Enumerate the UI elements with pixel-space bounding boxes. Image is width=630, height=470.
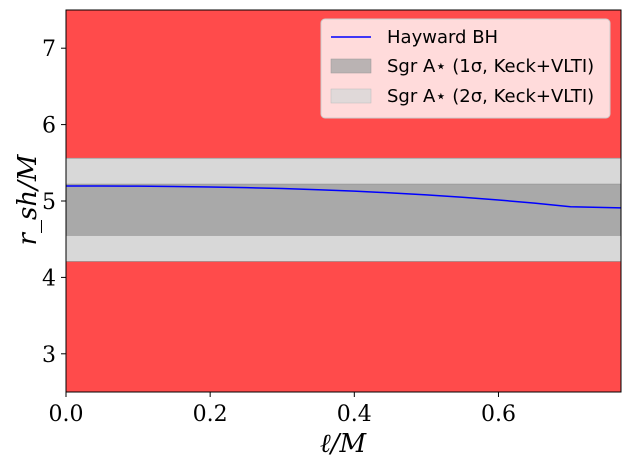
legend-label-2sigma: Sgr A⋆ (2σ, Keck+VLTI) bbox=[387, 86, 594, 107]
legend-swatch-1sigma bbox=[330, 58, 372, 74]
x-tick-label: 0.4 bbox=[337, 402, 372, 427]
y-tick-label: 4 bbox=[42, 266, 56, 291]
x-tick-label: 0.2 bbox=[193, 402, 228, 427]
y-tick-label: 6 bbox=[42, 114, 56, 139]
x-tick-label: 0.6 bbox=[481, 402, 516, 427]
axes: 0.0 0.2 0.4 0.6 3 4 5 6 7 bbox=[42, 9, 622, 427]
x-tick-label: 0.0 bbox=[49, 402, 84, 427]
y-tick-label: 5 bbox=[42, 190, 56, 215]
legend-label-hayward: Hayward BH bbox=[387, 27, 498, 48]
series-line-hayward bbox=[66, 185, 622, 209]
legend-swatch-2sigma bbox=[330, 88, 372, 104]
y-axis-label: r_sh/M bbox=[13, 153, 43, 245]
legend-frame bbox=[320, 18, 611, 119]
band-1sigma bbox=[66, 184, 621, 236]
x-axis-label: ℓ/M bbox=[320, 429, 368, 459]
legend: Hayward BH Sgr A⋆ (1σ, Keck+VLTI) Sgr A⋆… bbox=[320, 18, 611, 119]
y-tick-label: 7 bbox=[42, 37, 56, 62]
legend-label-1sigma: Sgr A⋆ (1σ, Keck+VLTI) bbox=[387, 56, 594, 77]
y-tick-label: 3 bbox=[42, 343, 56, 368]
